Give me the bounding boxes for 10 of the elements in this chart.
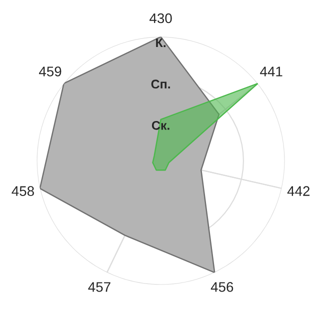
spoke-label: 458: [12, 186, 34, 196]
y-tick-label: К.: [156, 38, 166, 48]
y-tick-label: Ск.: [152, 120, 170, 130]
spoke-label: 442: [287, 186, 310, 196]
spoke-label: 459: [39, 66, 62, 76]
spoke-label: 441: [260, 66, 282, 76]
y-tick-label: Сп.: [151, 80, 170, 89]
spoke-label: 456: [210, 282, 234, 292]
spoke-label: 430: [150, 13, 172, 24]
spoke-label: 457: [88, 282, 110, 292]
